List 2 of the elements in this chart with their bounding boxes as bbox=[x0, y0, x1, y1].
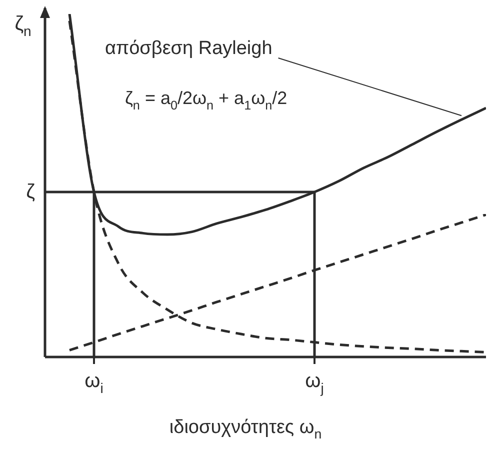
ref-line-label: ζ bbox=[26, 181, 36, 204]
series-label: απόσβεση Rayleigh bbox=[105, 38, 272, 59]
